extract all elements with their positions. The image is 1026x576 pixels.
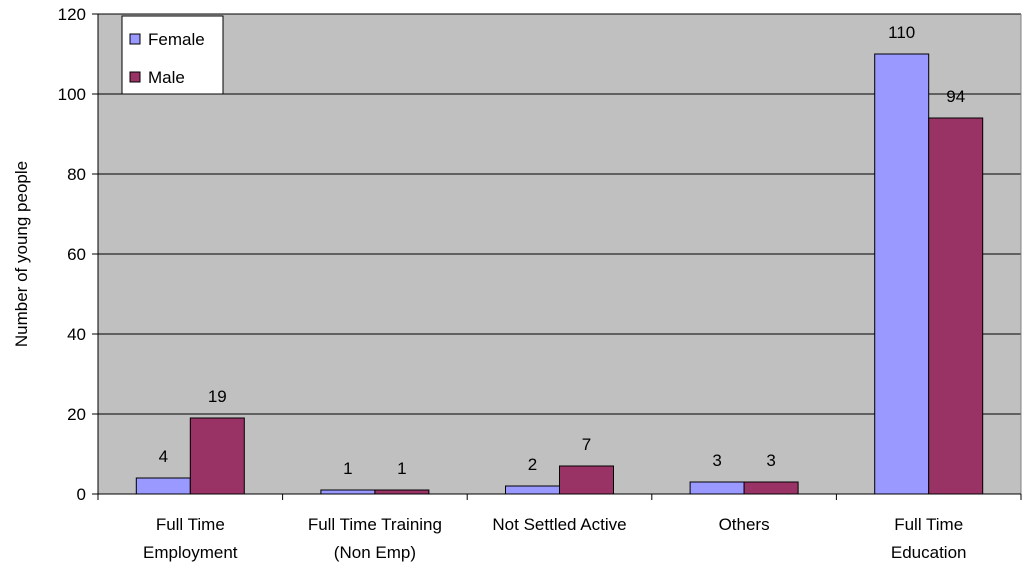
data-label: 2 bbox=[528, 455, 537, 474]
legend-swatch-female bbox=[129, 33, 141, 45]
bar-female bbox=[874, 53, 930, 495]
y-tick-label: 100 bbox=[58, 85, 86, 104]
x-tick-label: Not Settled Active bbox=[492, 515, 626, 534]
bar-male bbox=[743, 481, 799, 495]
data-label: 19 bbox=[208, 387, 227, 406]
data-label: 1 bbox=[343, 459, 352, 478]
x-tick-label: Others bbox=[719, 515, 770, 534]
bar-male bbox=[559, 465, 614, 495]
data-label: 3 bbox=[712, 451, 721, 470]
plot-area bbox=[98, 13, 1022, 494]
legend: Female Male bbox=[121, 15, 224, 95]
x-tick-label: Full Time Employment bbox=[143, 515, 238, 562]
bar-female bbox=[135, 477, 191, 495]
legend-label-male: Male bbox=[148, 68, 185, 87]
data-label: 94 bbox=[946, 87, 965, 106]
data-label: 4 bbox=[159, 447, 168, 466]
legend-swatch-male bbox=[129, 71, 141, 83]
bar-male bbox=[928, 117, 984, 495]
y-tick-label: 60 bbox=[67, 245, 86, 264]
data-labels: 4 1 2 3 110 19 1 7 3 94 bbox=[159, 23, 966, 478]
bar-female bbox=[505, 485, 560, 495]
data-label: 110 bbox=[888, 23, 915, 42]
y-tick-label: 0 bbox=[77, 485, 86, 504]
data-label: 3 bbox=[766, 451, 775, 470]
bar-male bbox=[189, 417, 245, 495]
y-axis-title: Number of young people bbox=[12, 161, 31, 347]
data-label: 7 bbox=[582, 435, 591, 454]
bars bbox=[135, 53, 984, 495]
bar-female bbox=[320, 489, 376, 495]
x-tick-label: Full Time Education bbox=[891, 515, 967, 562]
bar-male bbox=[374, 489, 430, 495]
data-label: 1 bbox=[397, 459, 406, 478]
bar-female bbox=[689, 481, 745, 495]
y-tick-label: 80 bbox=[67, 165, 86, 184]
legend-label-female: Female bbox=[148, 30, 205, 49]
axes: 0 20 40 60 80 100 120 Full Time Employment Full T… bbox=[58, 5, 1022, 562]
y-tick-label: 40 bbox=[67, 325, 86, 344]
x-tick-label: Full Time Training (Non Emp) bbox=[308, 515, 442, 562]
y-tick-label: 20 bbox=[67, 405, 86, 424]
y-tick-label: 120 bbox=[58, 5, 86, 24]
